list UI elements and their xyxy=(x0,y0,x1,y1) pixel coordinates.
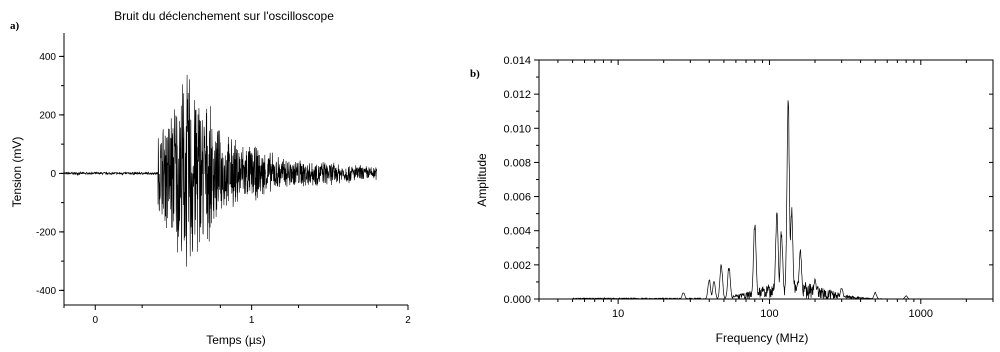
panel-a-y-tick-label: 0 xyxy=(50,169,56,180)
panel-b-x-ticks: 10 100 1000 xyxy=(538,60,994,320)
panel-a-title: Bruit du déclenchement sur l'oscilloscop… xyxy=(114,9,334,23)
panel-b-y-tick-label: 0.000 xyxy=(503,294,531,306)
panel-a-y-tick-label: 200 xyxy=(39,110,56,121)
panel-b-x-axis-label: Frequency (MHz) xyxy=(716,331,809,345)
panel-b-frequency-domain: b) 10 100 1000 0.0000.0020.0040.0060.0080.… xyxy=(470,55,994,345)
panel-b-x-tick-label: 1000 xyxy=(909,308,933,320)
panel-b-x-tick-label: 100 xyxy=(760,308,778,320)
panel-b-y-axis-label: Amplitude xyxy=(475,153,489,207)
panel-b-y-ticks: 0.000 0.002 0.004 0.006 0.008 0.010 0.012 0.014 xyxy=(503,55,993,306)
panel-b-y-tick-label: 0.006 xyxy=(503,192,531,204)
panel-a-y-tick-label: 400 xyxy=(39,52,56,63)
panel-b-y-tick-label: 0.008 xyxy=(503,157,531,169)
panel-a-x-tick-label: 2 xyxy=(405,315,411,326)
panel-a-time-domain: a) Bruit du déclenchement sur l'oscillos… xyxy=(10,9,411,347)
panel-b-y-tick-label: 0.010 xyxy=(503,123,531,135)
panel-a-x-axis-label: Temps (µs) xyxy=(206,333,266,347)
panel-a-x-ticks: 0 1 2 xyxy=(63,305,411,326)
panel-a-label: a) xyxy=(10,20,20,32)
panel-b-axes xyxy=(538,59,994,300)
panel-a-y-tick-label: -200 xyxy=(36,227,56,238)
panel-b-y-tick-label: 0.004 xyxy=(503,226,531,238)
panel-b-label: b) xyxy=(470,68,480,80)
panel-a-y-tick-label: -400 xyxy=(36,286,56,297)
panel-b-y-tick-label: 0.002 xyxy=(503,260,531,272)
panel-a-y-axis-label: Tension (mV) xyxy=(10,137,24,208)
panel-a-axes xyxy=(63,33,408,306)
panel-b-y-tick-label: 0.012 xyxy=(503,89,531,101)
panel-a-x-tick-label: 1 xyxy=(249,315,255,326)
panel-b-x-tick-label: 10 xyxy=(612,308,624,320)
panel-a-y-ticks: -400 -200 0 200 400 xyxy=(36,52,64,297)
panel-b-y-tick-label: 0.014 xyxy=(503,55,531,67)
panel-a-series-line xyxy=(63,74,378,267)
panel-a-x-tick-label: 0 xyxy=(92,315,98,326)
panel-b-series-line xyxy=(539,100,993,301)
panel-b-frame xyxy=(538,59,994,300)
